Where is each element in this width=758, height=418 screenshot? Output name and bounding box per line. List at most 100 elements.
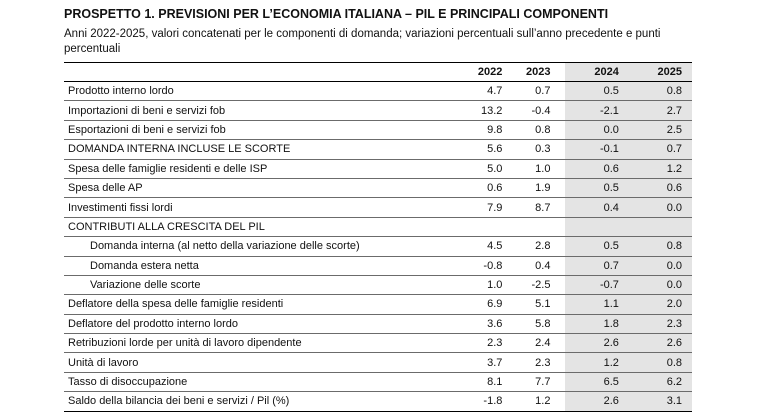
cell-2024: 2.6 [565,391,637,412]
cell-2025: 2.7 [636,100,692,121]
table-row: Unità di lavoro 3.7 2.3 1.2 0.8 [64,352,692,373]
header-label [64,62,454,82]
forecast-table: 2022 2023 2024 2025 Prodotto interno lor… [64,62,692,412]
table-title: PROSPETTO 1. PREVISIONI PER L’ECONOMIA I… [64,7,609,21]
cell-2025: 0.7 [636,139,692,160]
cell-2025: 0.0 [636,197,692,218]
table-row: Domanda interna (al netto della variazio… [64,236,692,257]
table-row: Spesa delle famiglie residenti e delle I… [64,159,692,179]
table-row: Deflatore della spesa delle famiglie res… [64,294,692,315]
header-2023: 2023 [505,62,566,82]
row-label: Domanda interna (al netto della variazio… [64,236,454,257]
cell-2025: 1.2 [636,159,692,179]
cell-2024: 0.4 [565,197,637,218]
table-row: DOMANDA INTERNA INCLUSE LE SCORTE 5.6 0.… [64,139,692,160]
cell-2023: 1.9 [505,178,566,199]
row-label: Unità di lavoro [64,352,454,373]
cell-2025: 0.8 [636,352,692,373]
cell-2025: 2.0 [636,294,692,315]
row-label: Variazione delle scorte [64,275,454,296]
cell-2024: -0.1 [565,139,637,160]
cell-2025: 0.0 [636,256,692,276]
table-row: Saldo della bilancia dei beni e servizi … [64,391,692,412]
cell-2024: 0.5 [565,178,637,199]
cell-2022: 5.6 [453,139,506,160]
cell-2024: 6.5 [565,372,637,393]
table-row: Variazione delle scorte 1.0 -2.5 -0.7 0.… [64,275,692,296]
cell-2022: 1.0 [453,275,506,296]
table-row: Investimenti fissi lordi 7.9 8.7 0.4 0.0 [64,197,692,218]
row-label: Spesa delle famiglie residenti e delle I… [64,159,454,179]
cell-2023: 7.7 [505,372,566,393]
cell-2024: 0.0 [565,120,637,141]
cell-2022: 2.3 [453,333,506,354]
cell-2025 [636,217,692,238]
row-label: Investimenti fissi lordi [64,197,454,218]
row-label: Deflatore del prodotto interno lordo [64,314,454,335]
row-label: Retribuzioni lorde per unità di lavoro d… [64,333,454,354]
row-label: Spesa delle AP [64,178,454,199]
cell-2022: -1.8 [453,391,506,412]
cell-2022: 9.8 [453,120,506,141]
cell-2024 [565,217,637,238]
row-label: Prodotto interno lordo [64,81,454,102]
table-row: Deflatore del prodotto interno lordo 3.6… [64,314,692,335]
cell-2025: 0.8 [636,236,692,257]
cell-2022: 5.0 [453,159,506,179]
header-2025: 2025 [636,62,692,82]
row-label: Saldo della bilancia dei beni e servizi … [64,391,454,412]
table-row: Domanda estera netta -0.8 0.4 0.7 0.0 [64,256,692,276]
cell-2023: 2.8 [505,236,566,257]
table-row: Spesa delle AP 0.6 1.9 0.5 0.6 [64,178,692,199]
cell-2025: 0.6 [636,178,692,199]
cell-2024: 0.5 [565,236,637,257]
cell-2022: 8.1 [453,372,506,393]
table-row: Prodotto interno lordo 4.7 0.7 0.5 0.8 [64,81,692,102]
cell-2023: 0.3 [505,139,566,160]
row-label: Importazioni di beni e servizi fob [64,100,454,121]
cell-2023: 0.7 [505,81,566,102]
cell-2023: 2.3 [505,352,566,373]
header-row: 2022 2023 2024 2025 [64,62,692,82]
cell-2024: 1.8 [565,314,637,335]
cell-2022: -0.8 [453,256,506,276]
cell-2025: 2.3 [636,314,692,335]
cell-2022: 4.7 [453,81,506,102]
cell-2022: 7.9 [453,197,506,218]
section-row: CONTRIBUTI ALLA CRESCITA DEL PIL [64,217,692,238]
cell-2024: 0.7 [565,256,637,276]
cell-2023: -0.4 [505,100,566,121]
cell-2024: 0.5 [565,81,637,102]
cell-2023 [505,217,566,238]
cell-2025: 2.5 [636,120,692,141]
table-row: Tasso di disoccupazione 8.1 7.7 6.5 6.2 [64,372,692,393]
cell-2023: 2.4 [505,333,566,354]
cell-2023: 8.7 [505,197,566,218]
cell-2023: 5.1 [505,294,566,315]
cell-2023: 5.8 [505,314,566,335]
cell-2023: -2.5 [505,275,566,296]
cell-2023: 1.0 [505,159,566,179]
cell-2024: -0.7 [565,275,637,296]
cell-2025: 6.2 [636,372,692,393]
cell-2025: 0.8 [636,81,692,102]
cell-2024: 0.6 [565,159,637,179]
cell-2022: 13.2 [453,100,506,121]
table-subtitle: Anni 2022-2025, valori concatenati per l… [64,28,661,55]
cell-2025: 0.0 [636,275,692,296]
row-label: Esportazioni di beni e servizi fob [64,120,454,141]
cell-2024: 1.1 [565,294,637,315]
row-label: Domanda estera netta [64,256,454,276]
row-label: DOMANDA INTERNA INCLUSE LE SCORTE [64,139,454,160]
section-label: CONTRIBUTI ALLA CRESCITA DEL PIL [64,217,454,238]
cell-2024: -2.1 [565,100,637,121]
header-2022: 2022 [453,62,506,82]
cell-2023: 0.8 [505,120,566,141]
table-row: Importazioni di beni e servizi fob 13.2 … [64,100,692,121]
cell-2022: 3.6 [453,314,506,335]
cell-2025: 3.1 [636,391,692,412]
cell-2023: 0.4 [505,256,566,276]
row-label: Deflatore della spesa delle famiglie res… [64,294,454,315]
cell-2022: 3.7 [453,352,506,373]
table-row: Retribuzioni lorde per unità di lavoro d… [64,333,692,354]
